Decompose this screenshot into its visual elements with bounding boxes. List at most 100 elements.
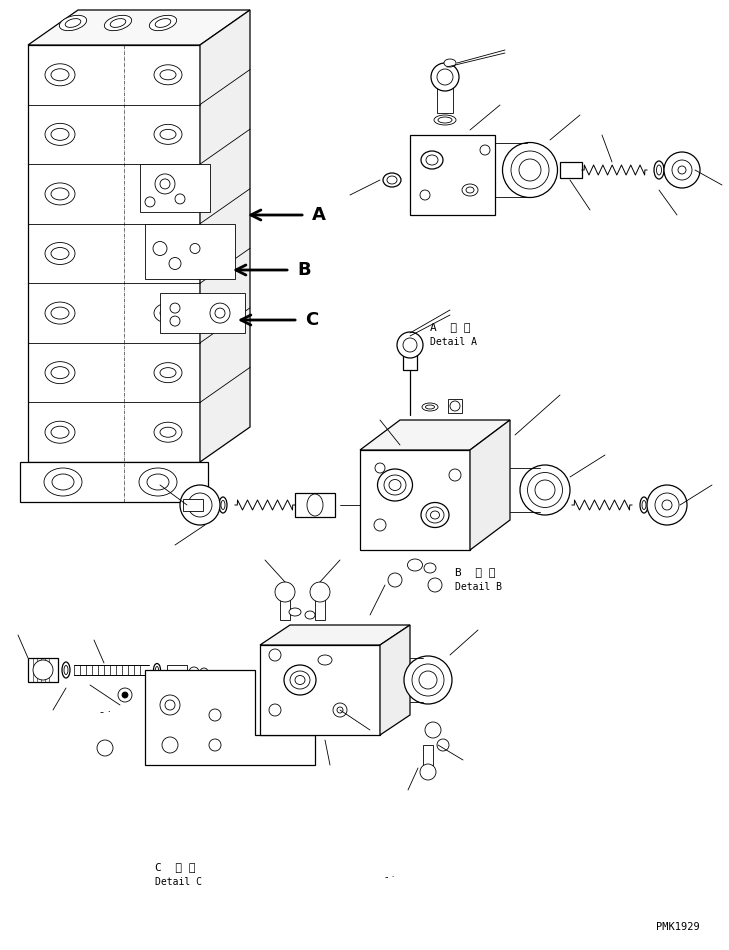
Ellipse shape xyxy=(160,308,176,318)
Circle shape xyxy=(275,582,295,602)
Polygon shape xyxy=(360,450,470,550)
Circle shape xyxy=(374,519,386,531)
Circle shape xyxy=(678,166,686,174)
Ellipse shape xyxy=(389,480,401,490)
Ellipse shape xyxy=(289,608,301,616)
Polygon shape xyxy=(20,462,208,502)
Bar xyxy=(437,83,453,113)
Circle shape xyxy=(210,303,230,323)
Circle shape xyxy=(190,243,200,254)
Ellipse shape xyxy=(45,421,75,444)
Polygon shape xyxy=(140,164,210,212)
Circle shape xyxy=(480,145,490,155)
Bar xyxy=(315,598,325,620)
Text: Detail C: Detail C xyxy=(155,877,202,887)
Ellipse shape xyxy=(160,189,176,199)
Bar xyxy=(403,350,417,370)
Ellipse shape xyxy=(462,184,478,196)
Ellipse shape xyxy=(383,173,401,187)
Circle shape xyxy=(122,692,128,698)
Bar xyxy=(560,162,582,178)
Ellipse shape xyxy=(160,69,176,80)
Ellipse shape xyxy=(657,165,661,175)
Polygon shape xyxy=(380,625,410,735)
Ellipse shape xyxy=(434,115,456,125)
Ellipse shape xyxy=(384,475,406,495)
Text: A  詳 細: A 詳 細 xyxy=(430,322,470,332)
Polygon shape xyxy=(470,420,510,550)
Polygon shape xyxy=(145,670,315,765)
Polygon shape xyxy=(260,645,380,735)
Ellipse shape xyxy=(147,474,169,490)
Ellipse shape xyxy=(104,15,132,30)
Ellipse shape xyxy=(59,15,87,30)
Ellipse shape xyxy=(305,611,315,619)
Ellipse shape xyxy=(52,474,74,490)
Ellipse shape xyxy=(307,494,323,516)
Ellipse shape xyxy=(154,663,160,676)
Ellipse shape xyxy=(160,129,176,140)
Ellipse shape xyxy=(431,511,440,519)
Circle shape xyxy=(153,241,167,256)
Ellipse shape xyxy=(422,403,438,411)
Circle shape xyxy=(209,709,221,721)
Polygon shape xyxy=(360,420,510,450)
Circle shape xyxy=(672,160,692,180)
Polygon shape xyxy=(260,625,410,645)
Circle shape xyxy=(437,69,453,85)
Text: Detail A: Detail A xyxy=(430,337,477,347)
Ellipse shape xyxy=(51,307,69,319)
Ellipse shape xyxy=(387,176,397,184)
Circle shape xyxy=(664,152,700,188)
Ellipse shape xyxy=(154,422,182,442)
Circle shape xyxy=(431,63,459,91)
Circle shape xyxy=(209,739,221,751)
Ellipse shape xyxy=(45,124,75,145)
Circle shape xyxy=(449,469,461,481)
Polygon shape xyxy=(145,223,235,278)
Text: - ·: - · xyxy=(385,872,394,882)
Text: PMK1929: PMK1929 xyxy=(656,922,700,932)
Ellipse shape xyxy=(519,159,541,181)
Circle shape xyxy=(647,485,687,525)
Ellipse shape xyxy=(535,480,555,500)
Circle shape xyxy=(189,667,199,677)
Ellipse shape xyxy=(154,243,182,263)
Polygon shape xyxy=(160,293,245,333)
Bar xyxy=(423,745,433,765)
Ellipse shape xyxy=(110,19,126,28)
Ellipse shape xyxy=(221,501,225,509)
Circle shape xyxy=(170,316,180,326)
Circle shape xyxy=(388,573,402,587)
Circle shape xyxy=(188,493,212,517)
Text: Detail B: Detail B xyxy=(455,582,502,592)
Ellipse shape xyxy=(64,666,68,674)
Polygon shape xyxy=(200,10,250,462)
Circle shape xyxy=(162,737,178,753)
Ellipse shape xyxy=(160,368,176,378)
Circle shape xyxy=(165,700,175,710)
Ellipse shape xyxy=(160,249,176,258)
Circle shape xyxy=(269,649,281,661)
Ellipse shape xyxy=(51,128,69,141)
Text: A: A xyxy=(312,206,326,224)
Bar xyxy=(280,598,290,620)
Ellipse shape xyxy=(45,64,75,86)
Circle shape xyxy=(97,740,113,756)
Ellipse shape xyxy=(318,655,332,665)
Ellipse shape xyxy=(51,248,69,259)
Ellipse shape xyxy=(219,497,227,513)
Circle shape xyxy=(169,257,181,270)
Bar xyxy=(167,665,187,675)
Circle shape xyxy=(333,703,347,717)
Text: B: B xyxy=(297,261,311,279)
Ellipse shape xyxy=(65,19,81,28)
Ellipse shape xyxy=(45,183,75,205)
Ellipse shape xyxy=(378,469,413,501)
Circle shape xyxy=(215,308,225,318)
Ellipse shape xyxy=(149,15,176,30)
Text: B  詳 細: B 詳 細 xyxy=(455,567,496,577)
Circle shape xyxy=(375,463,385,473)
Ellipse shape xyxy=(45,362,75,384)
Circle shape xyxy=(437,739,449,751)
